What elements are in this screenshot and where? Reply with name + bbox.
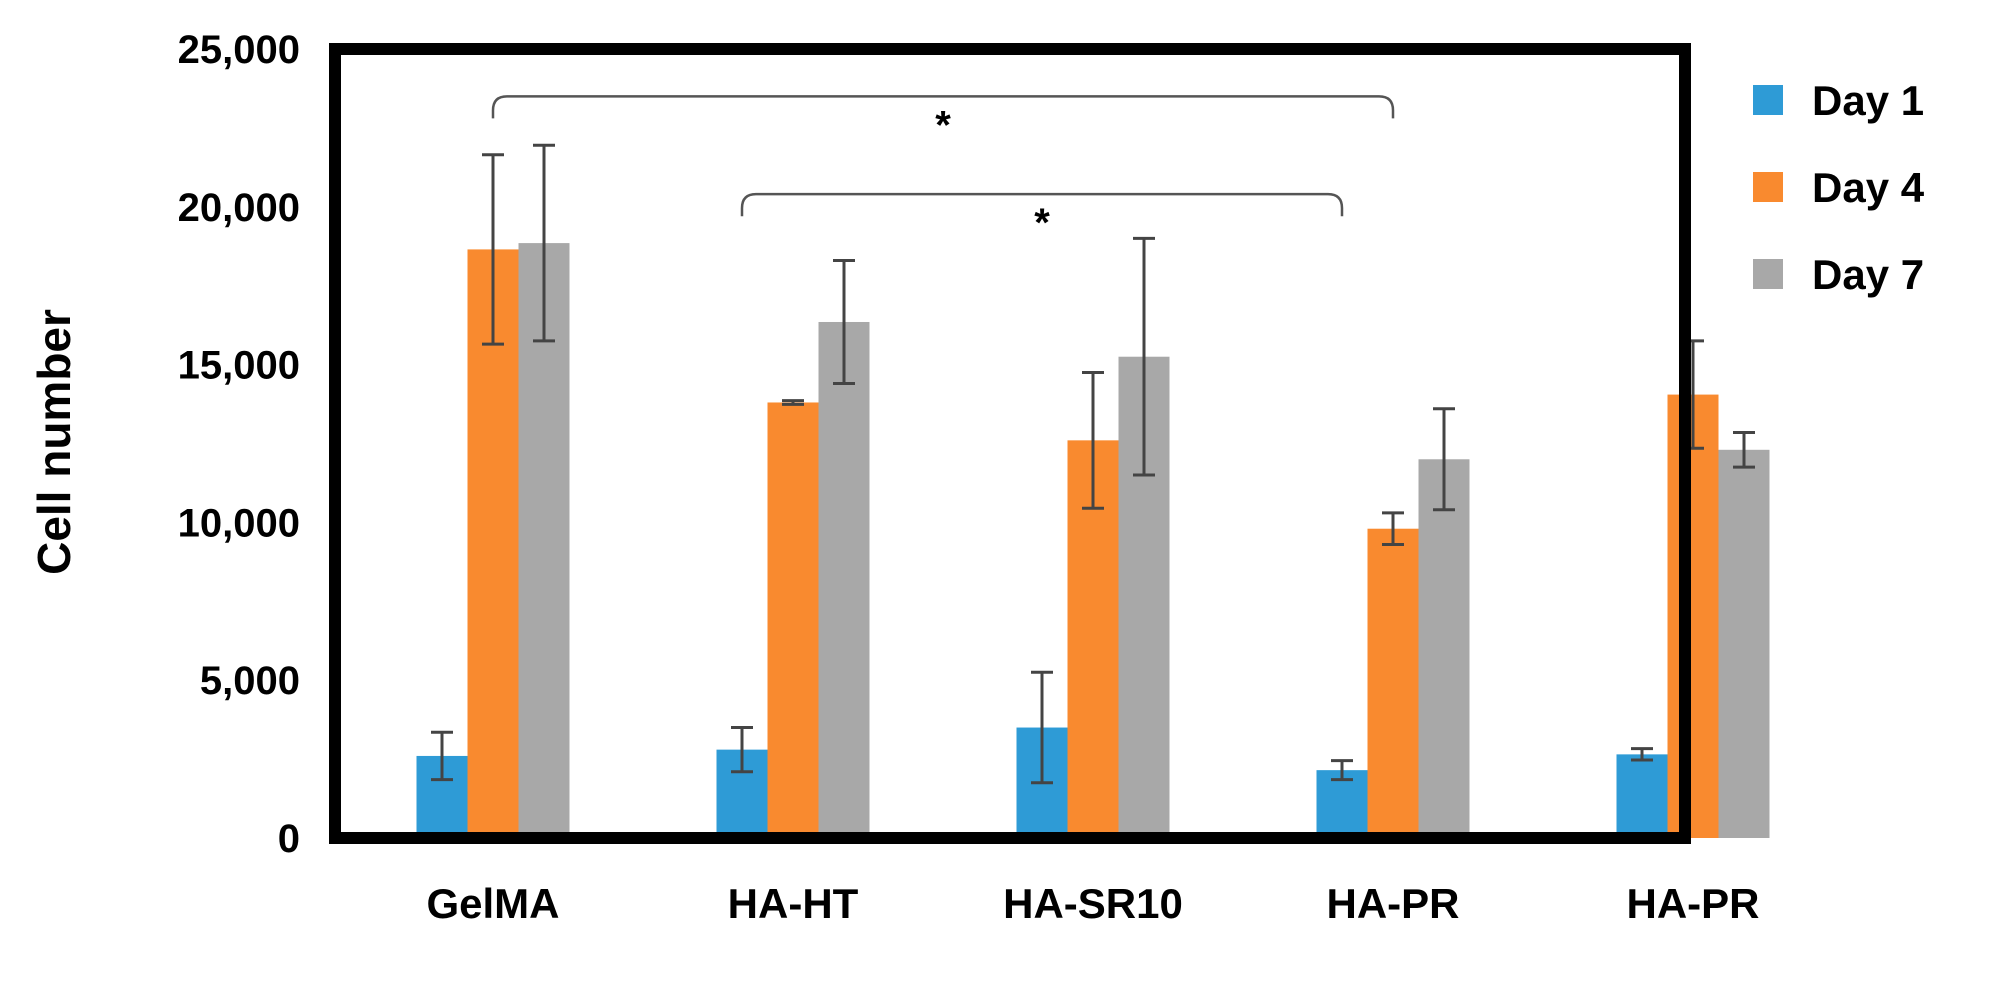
significance-bracket-1 — [740, 192, 1344, 217]
legend-label-1: Day 4 — [1812, 164, 1925, 211]
legend-label-0: Day 1 — [1812, 77, 1924, 124]
bar-day-7-1 — [818, 321, 870, 838]
bar-day-1-4 — [1616, 754, 1668, 838]
bars-layer — [416, 243, 1770, 838]
error-bar-day-7-2 — [1133, 236, 1155, 477]
legend-swatch-0 — [1753, 85, 1783, 115]
y-tick-label-2: 10,000 — [178, 501, 300, 545]
y-tick-label-3: 15,000 — [178, 344, 300, 388]
error-bar-day-4-2 — [1082, 370, 1104, 510]
significance-marker-0: * — [935, 103, 951, 147]
bar-day-4-0 — [467, 249, 519, 838]
x-axis: GelMA HA-HT HA-SR10 HA-PR HA-PR — [426, 880, 1759, 927]
error-bar-day-1-0 — [431, 730, 453, 782]
bar-day-4-1 — [767, 402, 819, 838]
bar-day-4-4 — [1667, 394, 1719, 838]
error-bar-day-4-0 — [482, 153, 504, 346]
x-tick-label-3: HA-PR — [1327, 880, 1460, 927]
y-axis: 0 5,000 10,000 15,000 20,000 25,000 — [178, 28, 300, 861]
error-bar-day-1-4 — [1631, 747, 1653, 762]
error-bars-layer — [431, 143, 1755, 785]
x-tick-label-2: HA-SR10 — [1003, 880, 1183, 927]
bar-day-4-3 — [1367, 528, 1419, 838]
error-bar-day-1-3 — [1331, 759, 1353, 782]
y-tick-label-1: 5,000 — [200, 659, 300, 703]
legend-label-2: Day 7 — [1812, 251, 1924, 298]
x-tick-label-0: GelMA — [426, 880, 559, 927]
error-bar-day-7-0 — [533, 143, 555, 343]
error-bar-day-7-3 — [1433, 407, 1455, 512]
bar-day-1-3 — [1316, 770, 1368, 838]
bar-day-7-4 — [1718, 449, 1770, 838]
y-axis-title: Cell number — [28, 309, 80, 575]
significance-layer: ** — [491, 95, 1395, 245]
significance-marker-1: * — [1034, 201, 1050, 245]
y-tick-label-0: 0 — [278, 817, 300, 861]
x-tick-label-4: HA-PR — [1627, 880, 1760, 927]
plot-frame — [329, 43, 1691, 844]
significance-bracket-0 — [491, 95, 1395, 119]
legend-swatch-2 — [1753, 259, 1783, 289]
legend-swatch-1 — [1753, 172, 1783, 202]
error-bar-day-1-2 — [1031, 670, 1053, 785]
error-bar-day-1-1 — [731, 726, 753, 774]
y-tick-label-4: 20,000 — [178, 186, 300, 230]
error-bar-day-7-1 — [833, 258, 855, 386]
error-bar-day-4-3 — [1382, 511, 1404, 546]
bar-day-7-3 — [1418, 459, 1470, 838]
x-tick-label-1: HA-HT — [728, 880, 859, 927]
error-bar-day-4-1 — [782, 399, 804, 406]
error-bar-day-7-4 — [1733, 430, 1755, 469]
y-tick-label-5: 25,000 — [178, 28, 300, 72]
legend: Day 1 Day 4 Day 7 — [1753, 77, 1925, 298]
